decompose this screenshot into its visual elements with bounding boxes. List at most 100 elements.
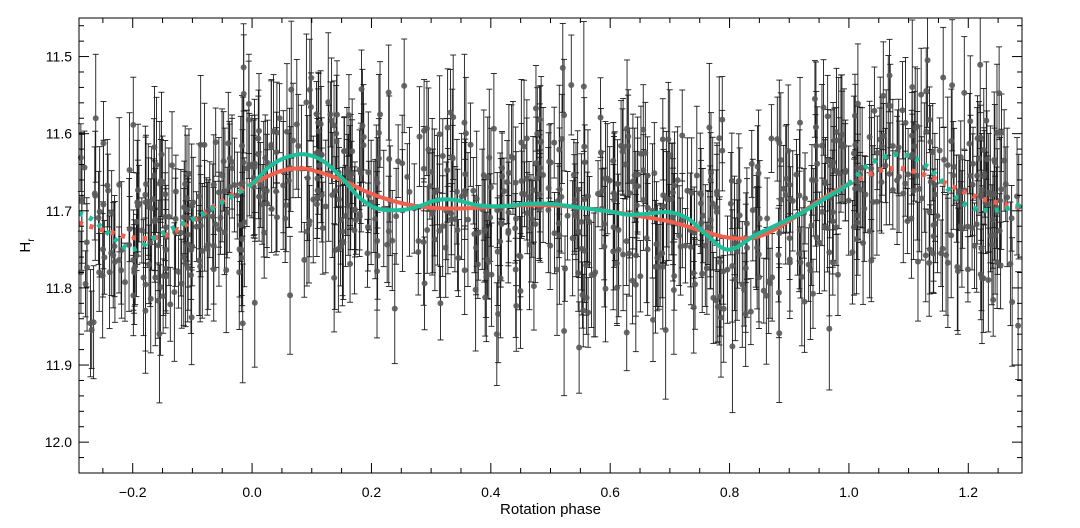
data-point [197, 263, 204, 270]
data-point [973, 221, 980, 228]
data-point [345, 112, 352, 119]
data-point [329, 192, 336, 199]
data-point [854, 164, 861, 171]
data-point [536, 191, 543, 198]
data-point [151, 218, 158, 225]
data-point [483, 273, 490, 280]
data-point [914, 258, 921, 265]
data-point [776, 330, 783, 337]
data-point [327, 111, 334, 118]
data-point [977, 61, 984, 68]
x-tick-labels: −0.2 0.0 0.2 0.4 0.6 0.8 1.0 1.2 [119, 484, 978, 500]
data-point [934, 213, 941, 220]
data-point [707, 169, 714, 176]
data-point [866, 133, 873, 140]
data-point [705, 224, 712, 231]
x-tick-label: 0.2 [362, 484, 382, 500]
data-point [236, 269, 243, 276]
data-point [234, 192, 241, 199]
data-point [610, 224, 617, 231]
data-point [229, 165, 236, 172]
data-point [755, 170, 762, 177]
data-point [676, 232, 683, 239]
data-point [785, 147, 792, 154]
data-point [142, 281, 149, 288]
x-axis-label: Rotation phase [500, 501, 601, 518]
data-point [268, 206, 275, 213]
data-point [776, 230, 783, 237]
data-point [529, 215, 536, 222]
data-point [932, 191, 939, 198]
data-point [375, 155, 382, 162]
data-point [283, 202, 290, 209]
data-point [264, 159, 271, 166]
data-point [147, 295, 154, 302]
data-point [429, 168, 436, 175]
data-point [930, 250, 937, 257]
data-point [644, 204, 651, 211]
data-point [716, 135, 723, 142]
data-point [425, 146, 432, 153]
data-point [470, 187, 477, 194]
data-point [902, 180, 909, 187]
data-point [185, 170, 192, 177]
data-point [974, 172, 981, 179]
data-point [629, 178, 636, 185]
data-point [826, 249, 833, 256]
data-point [905, 171, 912, 178]
data-point [824, 113, 831, 120]
data-point [347, 260, 354, 267]
data-point [155, 242, 162, 249]
data-point [221, 229, 228, 236]
data-point [943, 251, 950, 258]
data-point [640, 197, 647, 204]
data-point [451, 216, 458, 223]
data-point [150, 196, 157, 203]
data-point [940, 74, 947, 81]
data-point [644, 246, 651, 253]
data-point [331, 122, 338, 129]
data-point [530, 187, 537, 194]
x-tick-label: 0.4 [481, 484, 501, 500]
data-point [519, 190, 526, 197]
data-point [122, 279, 129, 286]
data-point [494, 248, 501, 255]
data-point [666, 152, 673, 159]
data-point [623, 329, 630, 336]
data-point [840, 143, 847, 150]
x-tick-label: −0.2 [119, 484, 147, 500]
data-point [882, 162, 889, 169]
data-point [239, 142, 246, 149]
data-point [374, 179, 381, 186]
data-point [169, 162, 176, 169]
data-point [317, 121, 324, 128]
data-point [702, 242, 709, 249]
data-point [523, 176, 530, 183]
data-point [944, 162, 951, 169]
data-point [838, 131, 845, 138]
data-point [671, 273, 678, 280]
data-point [551, 139, 558, 146]
data-point [448, 210, 455, 217]
data-point [786, 256, 793, 263]
data-point [96, 208, 103, 215]
data-point [156, 330, 163, 337]
data-point [556, 186, 563, 193]
data-point [583, 262, 590, 269]
data-point [245, 116, 252, 123]
data-point [813, 142, 820, 149]
data-point [389, 237, 396, 244]
data-point [331, 247, 338, 254]
data-point [729, 343, 736, 350]
data-point [651, 170, 658, 177]
data-point [495, 311, 502, 318]
data-point [201, 141, 208, 148]
data-point [845, 197, 852, 204]
data-point [824, 225, 831, 232]
data-point [341, 148, 348, 155]
data-point [581, 143, 588, 150]
data-point [571, 196, 578, 203]
data-point [944, 259, 951, 266]
data-point [743, 220, 750, 227]
data-point [538, 138, 545, 145]
